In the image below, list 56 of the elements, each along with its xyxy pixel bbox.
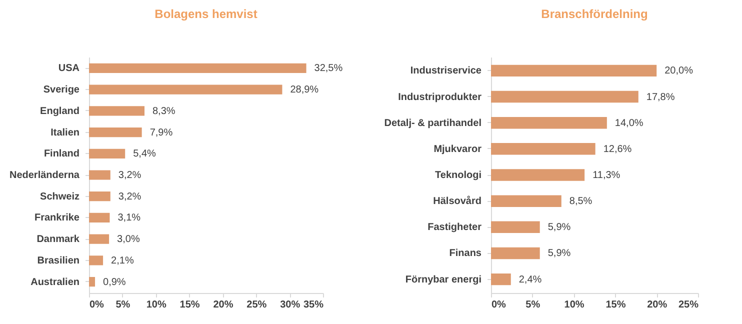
data-label: 12,6% (603, 144, 632, 155)
y-tick-label: Fastigheter (428, 222, 482, 234)
data-label: 8,5% (569, 196, 592, 208)
x-tick-label: 5% (116, 300, 130, 310)
y-tick-label: Nederländerna (9, 170, 80, 181)
y-tick-label: USA (58, 63, 80, 74)
data-label: 11,3% (592, 170, 620, 181)
x-tick-label: 10% (564, 300, 584, 310)
y-tick-label: Finland (44, 148, 80, 160)
data-label: 5,9% (548, 248, 571, 260)
y-tick-label: Australien (30, 276, 80, 288)
y-tick-label: Brasilien (37, 255, 80, 266)
x-tick-label: 35% (303, 300, 324, 310)
y-tick-label: Schweiz (40, 191, 80, 202)
x-tick-label: 15% (606, 300, 626, 310)
y-tick-label: Danmark (36, 234, 80, 246)
y-tick-label: Mjukvaror (434, 144, 482, 155)
data-label: 28,9% (290, 84, 319, 96)
y-tick-label: Industriservice (410, 66, 482, 77)
data-label: 3,0% (117, 234, 140, 246)
data-label: 14,0% (614, 118, 644, 129)
y-tick-label: Industriprodukter (398, 92, 482, 103)
x-tick-label: 10% (146, 300, 166, 310)
x-tick-label: 25% (246, 300, 267, 310)
y-tick-label: Sverige (43, 84, 80, 96)
x-tick-label: 20% (647, 300, 668, 310)
y-tick-label: Frankrike (34, 212, 80, 224)
x-tick-label: 0% (492, 300, 506, 310)
data-label: 20,0% (664, 66, 694, 77)
x-tick-label: 0% (90, 300, 104, 310)
data-label: 5,4% (133, 148, 156, 160)
y-tick-label: Finans (449, 248, 482, 260)
data-label: 2,4% (518, 274, 542, 286)
chart-title: Bolagens hemvist (154, 7, 258, 21)
y-tick-label: Hälsovård (433, 195, 482, 208)
x-tick-label: 5% (526, 300, 540, 310)
x-tick-label: 30% (280, 300, 300, 310)
data-label: 3,1% (118, 212, 141, 224)
y-tick-label: Italien (50, 127, 80, 138)
data-label: 3,2% (118, 170, 142, 181)
data-label: 3,2% (118, 191, 142, 202)
data-label: 2,1% (111, 255, 134, 266)
data-label: 17,8% (646, 92, 675, 103)
y-tick-label: England (40, 106, 80, 117)
y-tick-label: Förnybar energi (405, 274, 482, 286)
chart-title: Branschfördelning (541, 7, 648, 21)
y-tick-label: Detalj- & partihandel (384, 118, 482, 129)
data-label: 8,3% (152, 106, 176, 117)
x-tick-label: 15% (180, 300, 200, 310)
x-tick-label: 25% (678, 300, 699, 310)
y-tick-label: Teknologi (435, 170, 482, 181)
data-label: 5,9% (548, 222, 571, 234)
data-label: 0,9% (103, 276, 126, 288)
data-label: 7,9% (150, 127, 173, 138)
data-label: 32,5% (314, 63, 343, 74)
x-tick-label: 20% (213, 300, 234, 310)
